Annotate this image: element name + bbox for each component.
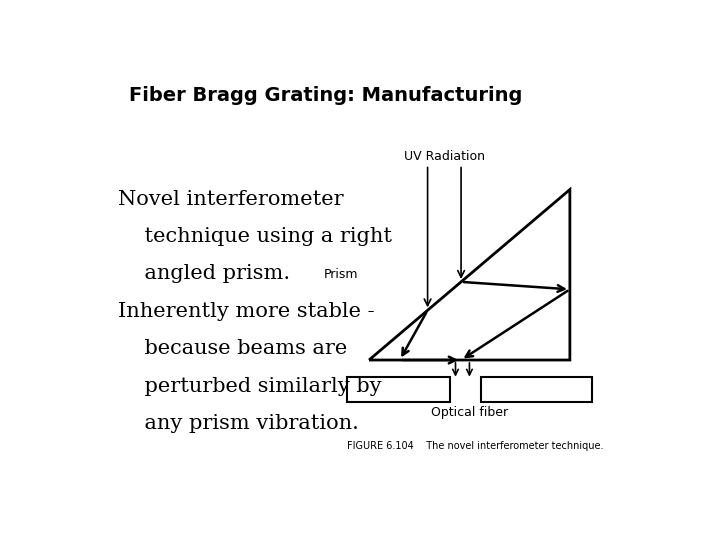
Text: UV Radiation: UV Radiation: [404, 150, 485, 163]
Text: perturbed similarly by: perturbed similarly by: [118, 377, 382, 396]
Bar: [481, 377, 593, 402]
Text: FIGURE 6.104    The novel interferometer technique.: FIGURE 6.104 The novel interferometer te…: [347, 441, 603, 451]
Text: Inherently more stable -: Inherently more stable -: [118, 302, 374, 321]
Text: any prism vibration.: any prism vibration.: [118, 414, 359, 433]
Text: Optical fiber: Optical fiber: [431, 406, 508, 419]
Text: Fiber Bragg Grating: Manufacturing: Fiber Bragg Grating: Manufacturing: [129, 85, 523, 105]
Text: because beams are: because beams are: [118, 339, 347, 358]
Text: technique using a right: technique using a right: [118, 227, 392, 246]
Text: Prism: Prism: [323, 268, 358, 281]
Text: angled prism.: angled prism.: [118, 265, 290, 284]
Text: Novel interferometer: Novel interferometer: [118, 190, 343, 208]
Bar: [347, 377, 450, 402]
